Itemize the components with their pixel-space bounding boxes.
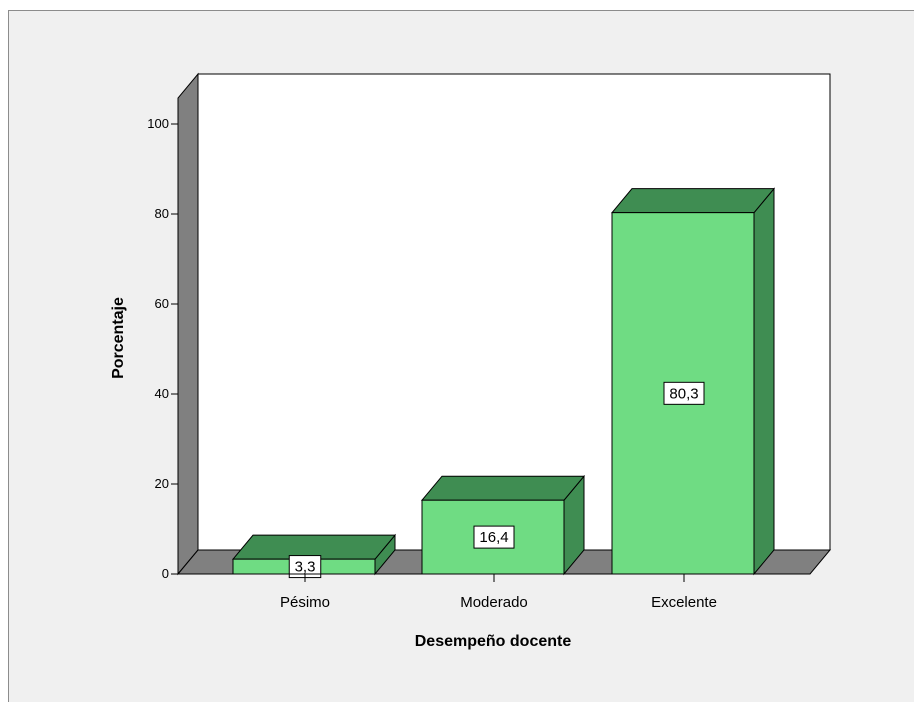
bar-side <box>753 187 775 576</box>
y-tick-label: 0 <box>162 566 169 581</box>
bar-top <box>420 475 586 501</box>
y-tick-label: 80 <box>155 206 169 221</box>
data-label: 16,4 <box>479 529 508 546</box>
left-wall <box>177 72 199 576</box>
y-axis: 0 20 40 60 80 100 <box>147 116 179 581</box>
data-label: 3,3 <box>295 559 316 576</box>
bar-top <box>610 188 776 214</box>
x-axis-title: Desempeño docente <box>415 633 572 650</box>
x-tick-label: Pésimo <box>280 594 330 611</box>
y-tick-label: 20 <box>155 476 169 491</box>
bar-excelente: 80,3 <box>610 187 776 576</box>
data-label-box <box>473 525 515 549</box>
bar-moderado: 16,4 <box>420 474 586 576</box>
x-tick-label: Moderado <box>460 594 528 611</box>
y-tick-label: 40 <box>155 386 169 401</box>
bars: 3,3 16,4 80,3 <box>231 187 776 579</box>
data-label-box <box>663 381 705 405</box>
bar-pésimo: 3,3 <box>231 533 397 579</box>
x-tick-label: Excelente <box>651 594 717 611</box>
y-tick-label: 60 <box>155 296 169 311</box>
y-axis-title: Porcentaje <box>110 297 127 379</box>
x-axis: Pésimo Moderado Excelente <box>178 573 810 611</box>
y-tick-label: 100 <box>147 116 169 131</box>
data-label: 80,3 <box>669 385 698 402</box>
